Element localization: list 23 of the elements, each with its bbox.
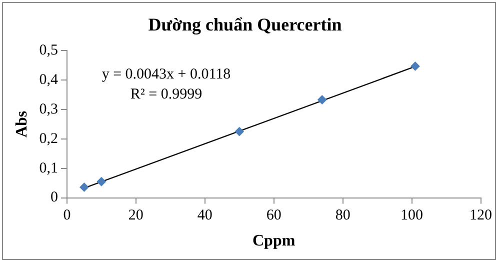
- point: [96, 177, 106, 186]
- point: [410, 62, 420, 71]
- y-tick-label: 0: [50, 190, 58, 206]
- chart-title: Dường chuẩn Quercertin: [148, 14, 342, 34]
- y-tick-label: 0,3: [39, 101, 58, 118]
- point: [80, 182, 89, 192]
- x-tick-label: 40: [197, 208, 212, 224]
- y-tick-label: 0,5: [39, 42, 58, 59]
- x-tick-label: 20: [128, 208, 144, 224]
- x-axis-title: Cppm: [252, 232, 296, 250]
- x-tick-label: 60: [266, 208, 282, 224]
- y-tick-label: 0,2: [39, 130, 58, 147]
- x-tick-label: 0: [63, 208, 71, 224]
- annotation: y = 0.0043x + 0.0118: [102, 66, 231, 83]
- point: [234, 127, 244, 136]
- y-tick-label: 0,1: [39, 160, 58, 176]
- y-tick-label: 0,4: [39, 72, 58, 88]
- x-tick-label: 80: [335, 208, 350, 224]
- y-axis-title: Abs: [14, 110, 31, 138]
- annotation: R² = 0.9999: [130, 86, 202, 103]
- x-tick-label: 120: [470, 208, 492, 224]
- x-tick-label: 100: [400, 208, 424, 224]
- point: [318, 95, 327, 104]
